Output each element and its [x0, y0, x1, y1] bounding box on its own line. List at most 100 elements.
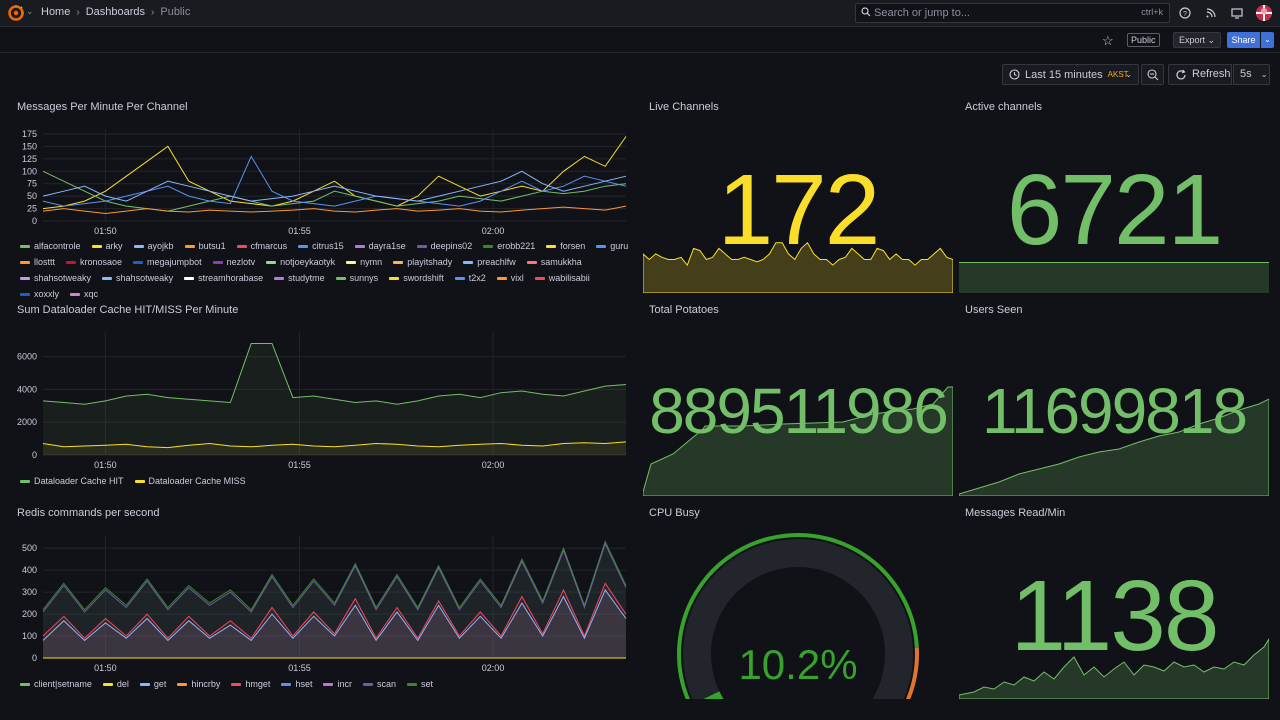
- news-feed-icon[interactable]: [1204, 6, 1218, 20]
- legend-item[interactable]: arky: [91, 240, 123, 252]
- legend-item[interactable]: xoxxly: [20, 288, 59, 300]
- redis-chart[interactable]: 0 100 200 300 400 500 01:50 01:55 02:00: [17, 531, 632, 676]
- legend-label: client|setname: [34, 679, 92, 689]
- sparkline-area: [643, 386, 953, 496]
- legend-label: nezlotv: [226, 257, 256, 267]
- legend-item[interactable]: llosttt: [20, 256, 55, 268]
- legend-label: forsen: [560, 241, 586, 251]
- legend-item[interactable]: xqc: [70, 288, 98, 300]
- share-button[interactable]: Share: [1227, 32, 1260, 48]
- series-line-Dataloader Cache MISS[interactable]: [42, 441, 627, 449]
- zoom-out-button[interactable]: [1141, 64, 1164, 85]
- panel-title[interactable]: Messages Read/Min: [965, 507, 1066, 519]
- legend-label: sunnys: [349, 273, 379, 283]
- chevron-down-icon[interactable]: ⌄: [26, 6, 34, 16]
- time-range-picker[interactable]: Last 15 minutes AKST ⌄: [1002, 64, 1139, 85]
- series-line-forsen[interactable]: [42, 136, 627, 210]
- legend-item[interactable]: alfacontrole: [20, 240, 81, 252]
- series-line-butsu1[interactable]: [42, 205, 627, 215]
- legend-item[interactable]: Dataloader Cache MISS: [134, 475, 246, 487]
- legend-item[interactable]: Dataloader Cache HIT: [20, 475, 124, 487]
- legend-item[interactable]: swordshift: [389, 272, 444, 284]
- refresh-interval-picker[interactable]: 5s ⌄: [1233, 64, 1270, 85]
- breadcrumb-home[interactable]: Home: [41, 6, 71, 18]
- export-button[interactable]: Export ⌄: [1173, 32, 1222, 48]
- active-channels-sparkline: [959, 262, 1269, 293]
- legend-item[interactable]: del: [102, 678, 129, 690]
- dataloader-chart[interactable]: 0 2000 4000 6000 01:50 01:55 02:00: [17, 328, 632, 473]
- series-line-Dataloader Cache HIT[interactable]: [42, 343, 627, 405]
- legend-item[interactable]: sunnys: [335, 272, 379, 284]
- legend-item[interactable]: hmget: [231, 678, 270, 690]
- legend-swatch: [184, 276, 195, 280]
- help-icon[interactable]: ?: [1178, 6, 1192, 20]
- legend-item[interactable]: butsu1: [184, 240, 226, 252]
- legend-item[interactable]: wabilisabii: [534, 272, 590, 284]
- legend-item[interactable]: forsen: [546, 240, 585, 252]
- legend-item[interactable]: incr: [323, 678, 352, 690]
- series-line-hmget[interactable]: [42, 582, 627, 640]
- legend-swatch: [281, 682, 292, 686]
- legend-item[interactable]: nymn: [346, 256, 382, 268]
- user-avatar-icon: [1256, 5, 1272, 21]
- series-line-scan[interactable]: [42, 542, 627, 613]
- zoom-out-icon: [1147, 69, 1159, 81]
- legend-item[interactable]: erobb221: [483, 240, 535, 252]
- legend-item[interactable]: set: [406, 678, 433, 690]
- panel-title[interactable]: Live Channels: [649, 101, 719, 113]
- legend-item[interactable]: studytme: [274, 272, 325, 284]
- legend-item[interactable]: streamhorabase: [184, 272, 263, 284]
- legend-item[interactable]: t2x2: [454, 272, 486, 284]
- legend-swatch: [133, 244, 144, 248]
- kiosk-mode-icon[interactable]: [1230, 6, 1244, 20]
- series-line-citrus15[interactable]: [42, 155, 627, 207]
- panel-title[interactable]: Total Potatoes: [649, 304, 719, 316]
- total-potatoes-sparkline: [643, 386, 953, 496]
- panel-title[interactable]: Active channels: [965, 101, 1043, 113]
- legend-item[interactable]: shahsotweaky: [102, 272, 173, 284]
- legend-item[interactable]: client|setname: [20, 678, 92, 690]
- panel-title[interactable]: CPU Busy: [649, 507, 700, 519]
- series-line-set[interactable]: [42, 540, 627, 611]
- legend-item[interactable]: citrus15: [298, 240, 344, 252]
- series-line-get[interactable]: [42, 588, 627, 642]
- legend-item[interactable]: playitshady: [393, 256, 452, 268]
- legend-item[interactable]: preachlfw: [463, 256, 516, 268]
- star-icon[interactable]: ☆: [1102, 33, 1114, 48]
- legend-swatch: [323, 682, 334, 686]
- legend-item[interactable]: kronosaoe: [66, 256, 122, 268]
- legend-item[interactable]: vixl: [496, 272, 524, 284]
- legend-item[interactable]: ayojkb: [133, 240, 174, 252]
- series-line-alfacontrole[interactable]: [42, 170, 627, 212]
- legend-item[interactable]: scan: [362, 678, 396, 690]
- legend-item[interactable]: hincrby: [177, 678, 220, 690]
- x-tick-label: 02:00: [482, 460, 505, 470]
- legend-item[interactable]: nezlotv: [212, 256, 256, 268]
- legend-item[interactable]: guru: [596, 240, 628, 252]
- legend-item[interactable]: cfmarcus: [236, 240, 287, 252]
- legend-item[interactable]: megajumpbot: [133, 256, 202, 268]
- legend-item[interactable]: get: [139, 678, 166, 690]
- grafana-logo-icon[interactable]: [8, 5, 24, 21]
- legend-item[interactable]: hset: [281, 678, 312, 690]
- legend-label: preachlfw: [477, 257, 516, 267]
- panel-title[interactable]: Users Seen: [965, 304, 1023, 316]
- legend-swatch: [534, 276, 545, 280]
- legend-item[interactable]: shahsotweaky: [20, 272, 91, 284]
- chevron-right-icon: ›: [151, 6, 155, 18]
- avatar[interactable]: [1256, 5, 1272, 21]
- panel-title[interactable]: Messages Per Minute Per Channel: [17, 101, 188, 113]
- legend-item[interactable]: deepins02: [416, 240, 472, 252]
- share-dropdown-button[interactable]: ⌄: [1261, 32, 1274, 48]
- legend-item[interactable]: samukkha: [526, 256, 582, 268]
- legend-label: citrus15: [312, 241, 344, 251]
- panel-title[interactable]: Redis commands per second: [17, 507, 160, 519]
- legend-item[interactable]: dayra1se: [354, 240, 406, 252]
- series-line-ayojkb[interactable]: [42, 170, 627, 202]
- messages-per-minute-chart[interactable]: 0 25 50 75 100 125 150 175 01:50 01:55 02:00: [17, 125, 632, 235]
- panel-title[interactable]: Sum Dataloader Cache HIT/MISS Per Minute: [17, 304, 239, 316]
- refresh-button[interactable]: Refresh: [1168, 64, 1232, 85]
- breadcrumb-dashboards[interactable]: Dashboards: [85, 6, 146, 18]
- legend-item[interactable]: notjoeykaotyk: [266, 256, 335, 268]
- search-input[interactable]: Search or jump to... ctrl+k: [855, 3, 1170, 23]
